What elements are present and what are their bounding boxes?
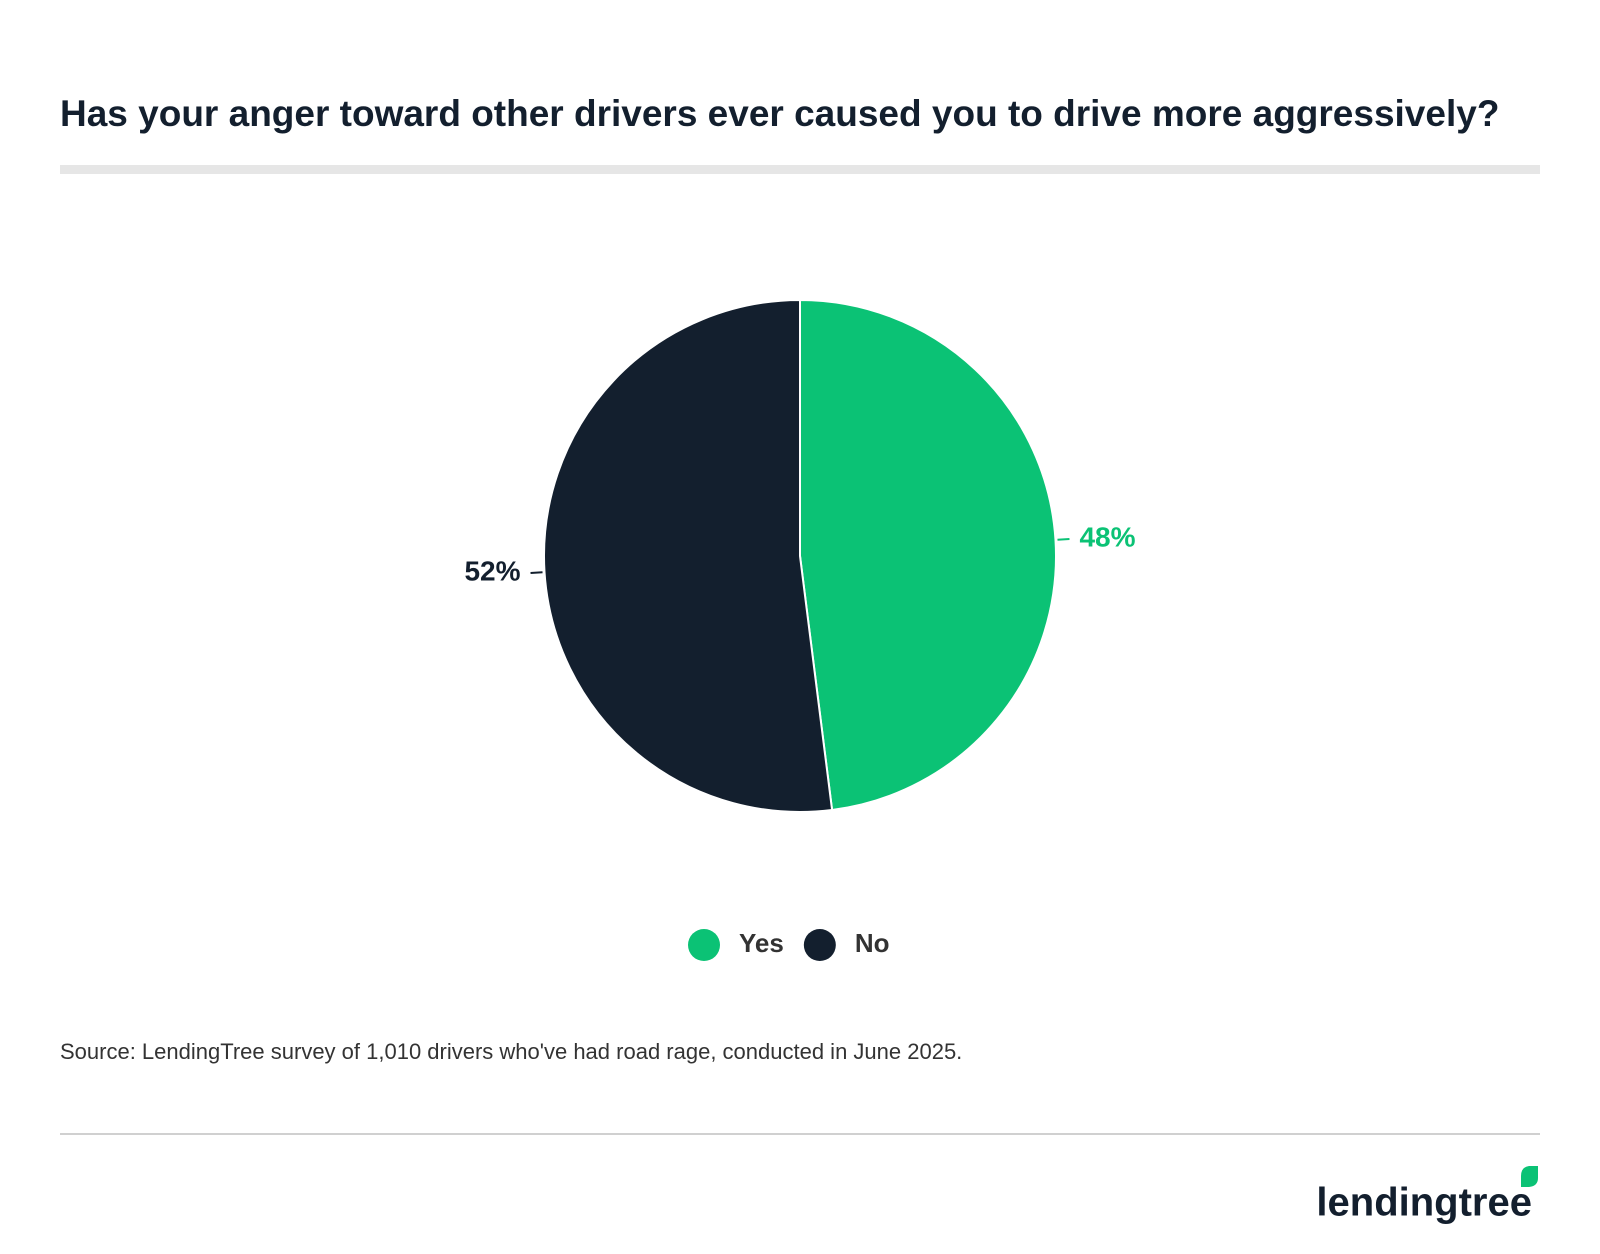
logo: lendingtree bbox=[1316, 1181, 1532, 1225]
legend-swatch bbox=[688, 929, 720, 961]
leader-line bbox=[530, 571, 543, 574]
data-label: 52% bbox=[464, 555, 520, 586]
source-note: Source: LendingTree survey of 1,010 driv… bbox=[60, 1039, 962, 1064]
legend-label: Yes bbox=[739, 928, 784, 958]
title-rule bbox=[60, 165, 1540, 174]
leader-line bbox=[1057, 538, 1070, 541]
pie-slice bbox=[799, 298, 1057, 812]
pie-slice bbox=[543, 298, 834, 813]
legend-label: No bbox=[855, 928, 890, 958]
data-label: 48% bbox=[1079, 521, 1135, 552]
logo-leaf bbox=[1521, 1166, 1538, 1187]
chart-title: Has your anger toward other drivers ever… bbox=[60, 93, 1499, 134]
legend-swatch bbox=[803, 929, 836, 961]
